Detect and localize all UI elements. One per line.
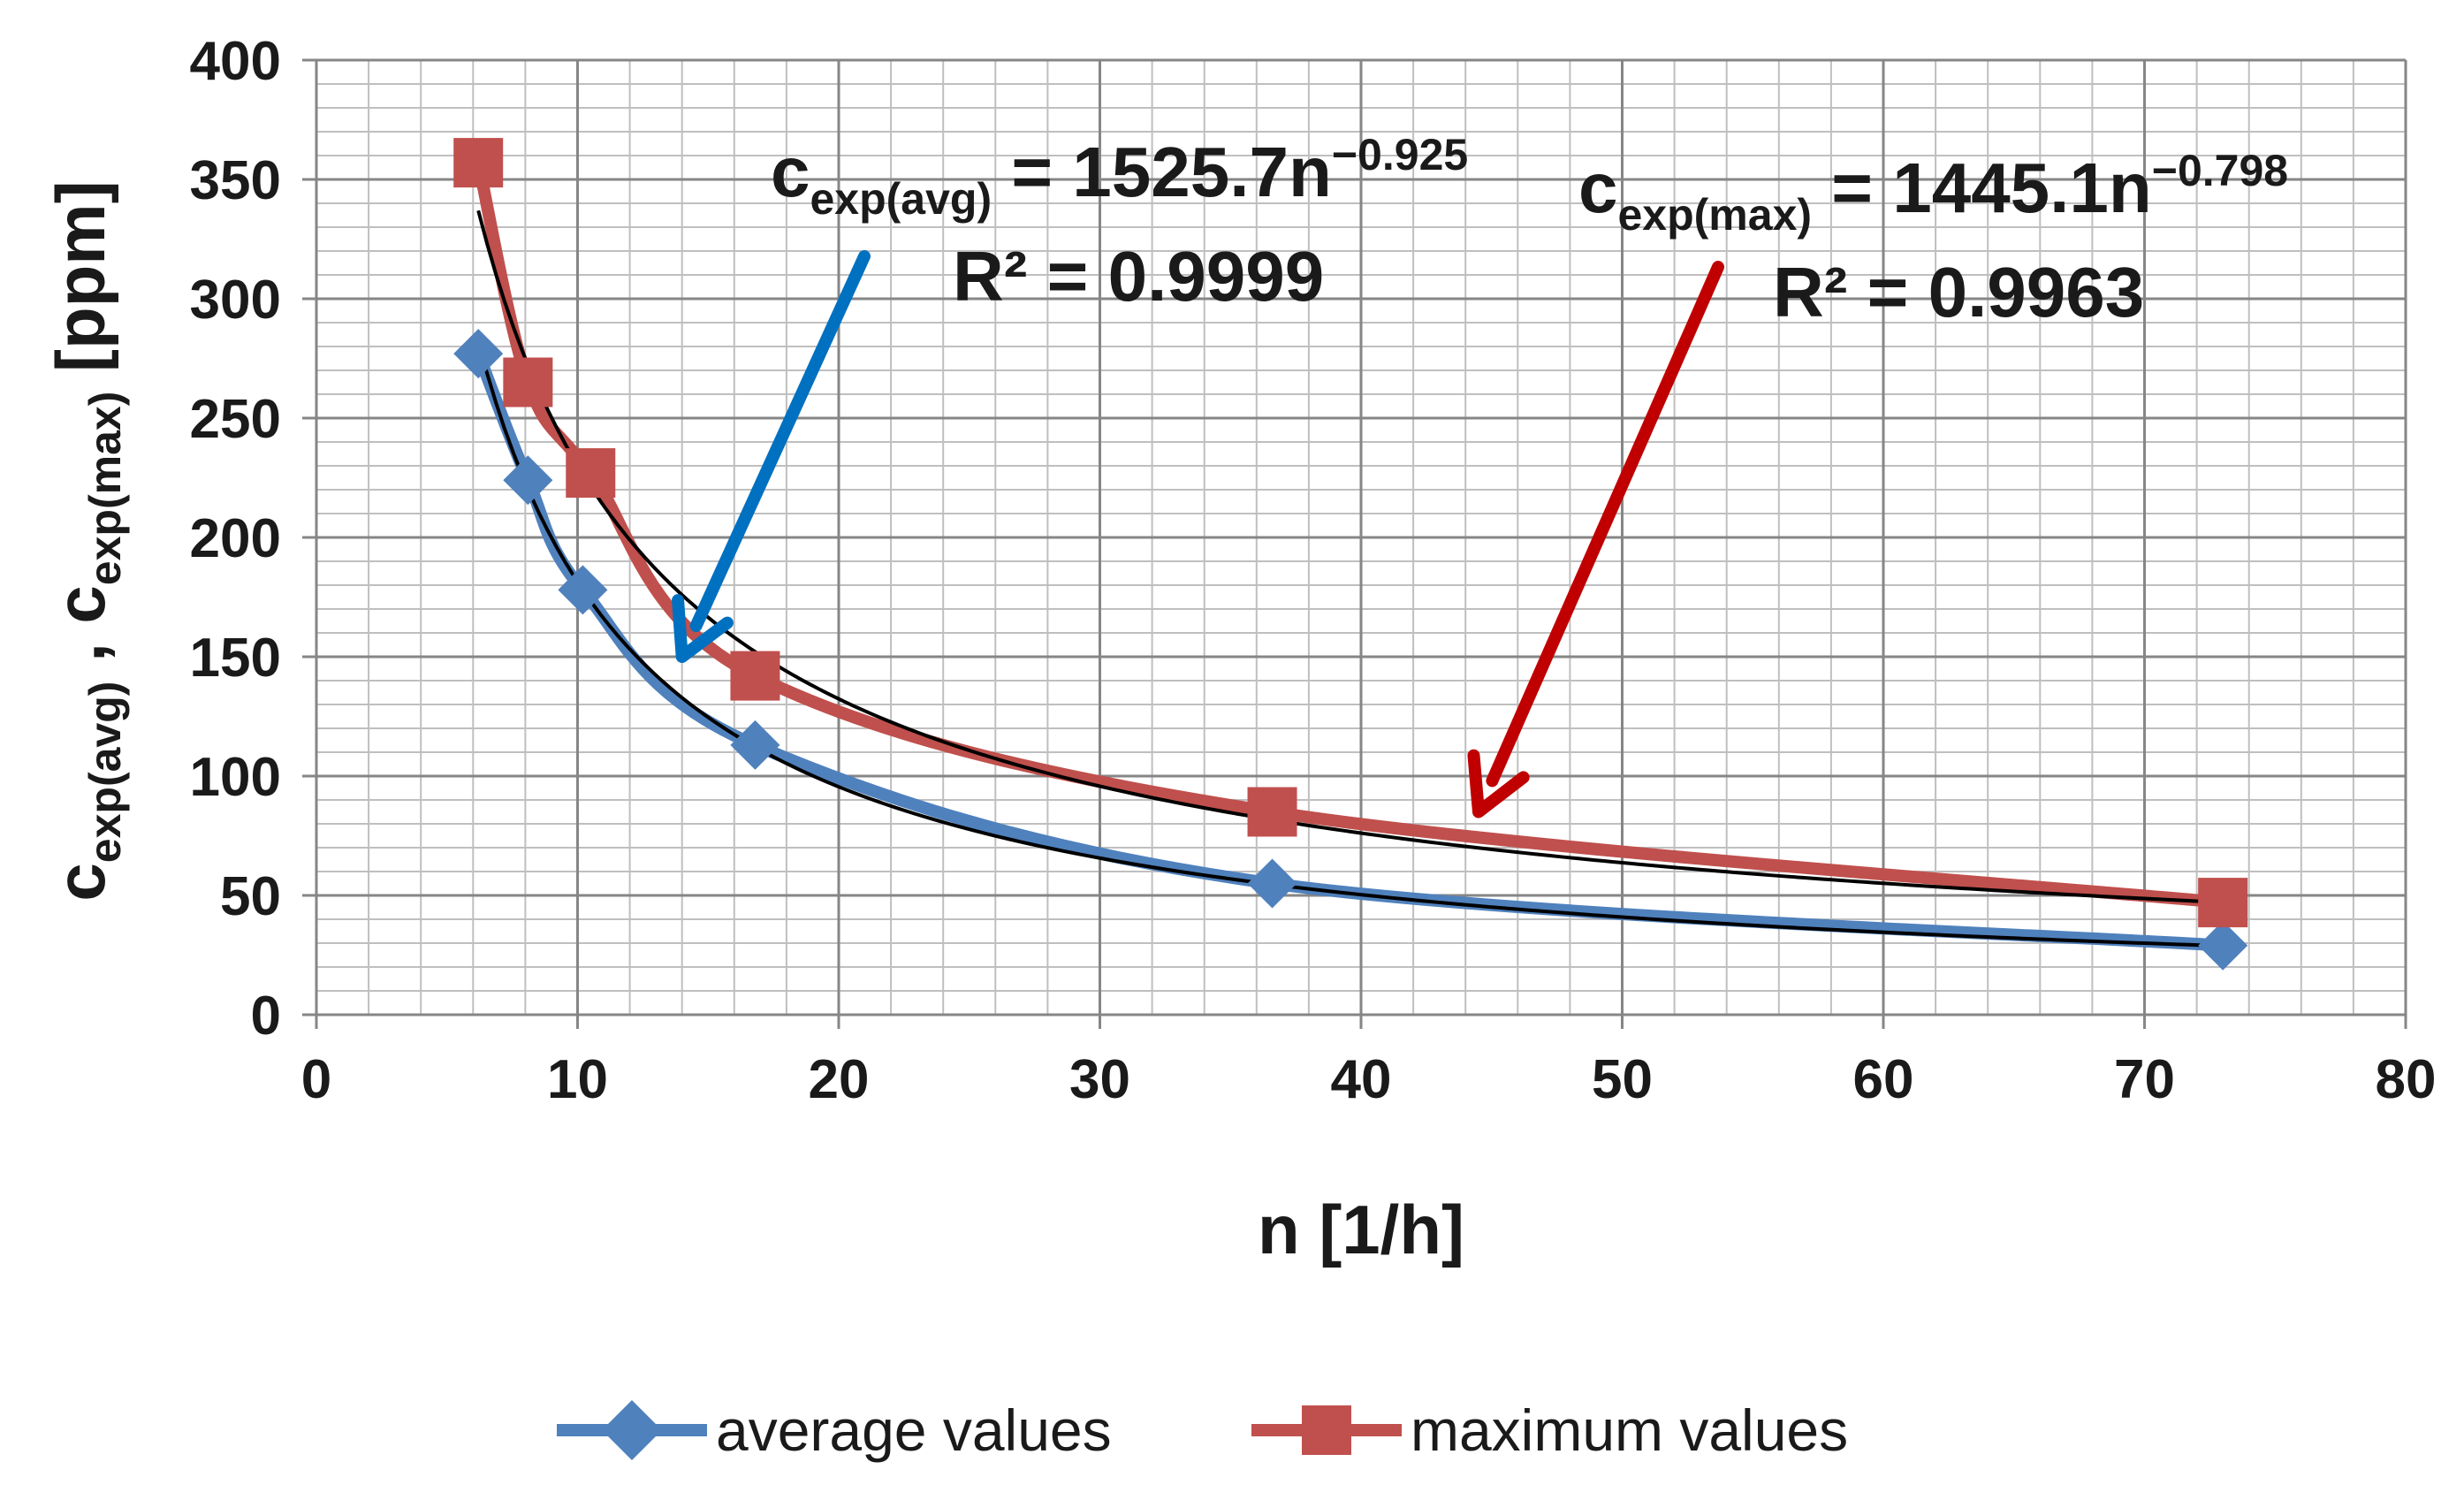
- y-title-c2: c: [42, 585, 119, 623]
- y-tick-label: 300: [190, 270, 281, 331]
- legend-label-maximum: maximum values: [1411, 1397, 1848, 1463]
- legend-item-average: average values: [557, 1397, 1112, 1463]
- point-maximum-1: [503, 357, 553, 407]
- point-average-1: [503, 455, 553, 506]
- x-tick-label: 50: [1592, 1049, 1653, 1110]
- y-tick-label: 50: [220, 866, 281, 927]
- avg-equation: cexp(avg) = 1525.7n−0.925: [771, 130, 1468, 224]
- x-axis-ticks: 0 10 20 30 40 50 60 70 80: [301, 1049, 2437, 1110]
- point-maximum-2: [566, 448, 616, 499]
- series-line-average: [472, 347, 2230, 952]
- legend: average values maximum values: [557, 1397, 1848, 1463]
- y-tick-label: 350: [190, 150, 281, 211]
- y-tick-label: 150: [190, 628, 281, 689]
- y-title-c1-sub: exp(avg): [80, 681, 130, 864]
- avg-eq-rhs: = 1525.7n: [992, 133, 1332, 211]
- legend-marker-average: [602, 1400, 662, 1460]
- x-tick-label: 80: [2376, 1049, 2437, 1110]
- max-equation: cexp(max) = 1445.1n−0.798: [1578, 146, 2288, 240]
- point-maximum-0: [453, 138, 504, 188]
- point-average-0: [453, 329, 504, 379]
- point-maximum-3: [730, 651, 780, 701]
- avg-eq-lhs: c: [771, 133, 810, 211]
- avg-eq-exponent: −0.925: [1332, 130, 1468, 179]
- y-tick-label: 100: [190, 747, 281, 808]
- point-maximum-4: [1247, 787, 1297, 837]
- y-title-c1: c: [42, 863, 119, 901]
- point-average-3: [730, 720, 780, 770]
- y-title-c2-sub: exp(max): [80, 392, 130, 586]
- y-axis-ticks: 0 50 100 150 200 250 300 350 400: [190, 31, 281, 1047]
- x-axis-title: n [1/h]: [1258, 1191, 1464, 1268]
- y-title-sep: ,: [42, 624, 119, 681]
- max-eq-exponent: −0.798: [2152, 146, 2288, 195]
- arrow-head-average: [672, 594, 734, 663]
- series-markers: [453, 138, 2248, 971]
- arrow-shaft-maximum: [1486, 261, 1724, 788]
- arrow-shaft-average: [689, 250, 871, 633]
- x-tick-label: 30: [1069, 1049, 1130, 1110]
- max-eq-lhs-sub: exp(max): [1618, 190, 1813, 240]
- max-eq-rhs: = 1445.1n: [1812, 148, 2152, 227]
- max-r2: R² = 0.9963: [1773, 253, 2144, 331]
- y-tick-label: 400: [190, 31, 281, 92]
- y-tick-label: 0: [251, 986, 281, 1047]
- legend-label-average: average values: [716, 1397, 1112, 1463]
- x-tick-label: 10: [547, 1049, 608, 1110]
- arrow-head-maximum: [1467, 749, 1530, 819]
- point-average-2: [558, 565, 608, 615]
- point-average-4: [1247, 858, 1297, 909]
- y-axis-title: cexp(avg) , cexp(max) [ppm]: [42, 180, 130, 901]
- x-tick-label: 60: [1853, 1049, 1914, 1110]
- y-tick-label: 200: [190, 508, 281, 569]
- y-title-unit: [ppm]: [42, 180, 119, 391]
- avg-r2: R² = 0.9999: [953, 237, 1324, 316]
- y-tick-label: 250: [190, 389, 281, 450]
- x-tick-label: 40: [1331, 1049, 1392, 1110]
- x-tick-label: 0: [301, 1049, 331, 1110]
- x-tick-label: 70: [2114, 1049, 2175, 1110]
- point-maximum-5: [2198, 878, 2248, 928]
- avg-eq-lhs-sub: exp(avg): [810, 174, 992, 224]
- x-tick-label: 20: [809, 1049, 870, 1110]
- legend-item-maximum: maximum values: [1251, 1397, 1848, 1463]
- point-average-5: [2198, 920, 2248, 971]
- max-eq-lhs: c: [1578, 148, 1618, 227]
- legend-marker-maximum: [1302, 1405, 1351, 1455]
- annotation-arrows: [672, 250, 1724, 819]
